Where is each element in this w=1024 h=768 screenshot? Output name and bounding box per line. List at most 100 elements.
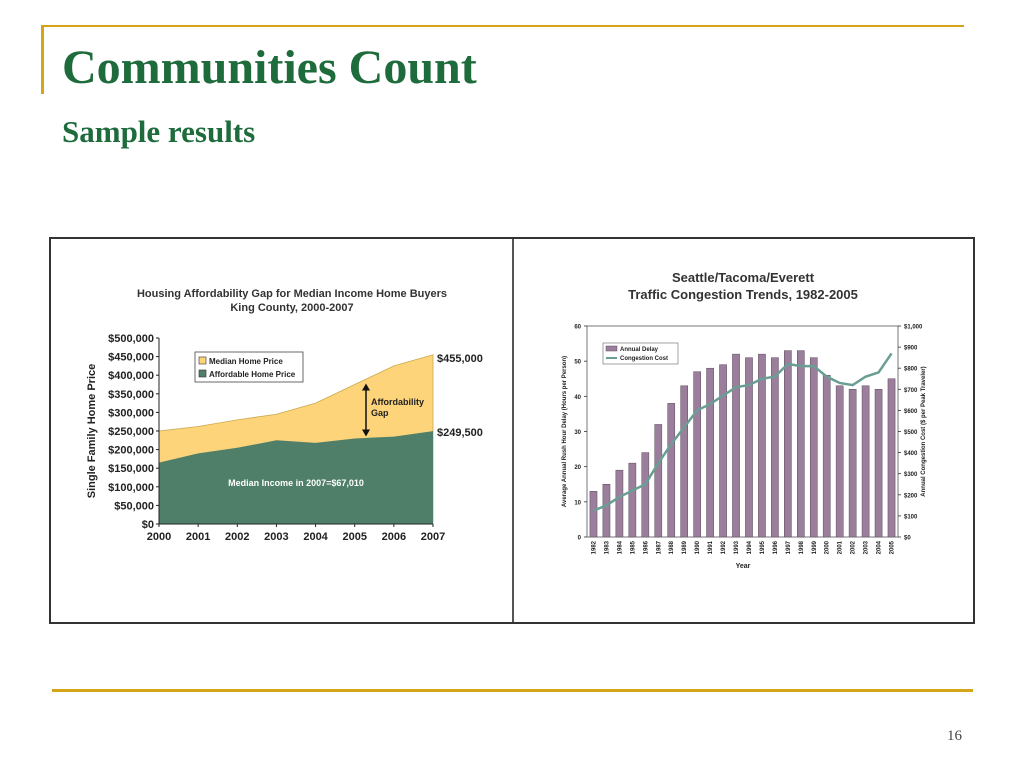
traffic-congestion-chart: Seattle/Tacoma/Everett Traffic Congestion… bbox=[562, 270, 927, 570]
x-tick-label: 2001 bbox=[838, 540, 844, 554]
x-tick-label: 1993 bbox=[734, 540, 740, 554]
y2-tick-label: $500 bbox=[904, 430, 918, 436]
bar-annual-delay bbox=[589, 491, 598, 538]
bar-annual-delay bbox=[745, 357, 753, 538]
x-tick-label: 2004 bbox=[877, 540, 883, 554]
legend-label-affordable: Affordable Home Price bbox=[209, 370, 296, 379]
bar-annual-delay bbox=[796, 350, 805, 538]
gap-label: Affordability bbox=[371, 397, 424, 407]
legend-swatch-median bbox=[198, 356, 207, 365]
x-tick-label: 2005 bbox=[342, 531, 366, 543]
x-tick-label: 1998 bbox=[799, 540, 805, 554]
x-tick-label: 1983 bbox=[604, 540, 610, 554]
y-tick-label: 60 bbox=[574, 325, 581, 331]
y2-tick-label: $100 bbox=[904, 514, 918, 520]
y2-tick-label: $800 bbox=[904, 367, 918, 373]
charts-panel: Housing Affordability Gap for Median Inc… bbox=[49, 237, 975, 624]
x-tick-label: 2006 bbox=[382, 531, 406, 543]
y2-tick-label: $400 bbox=[904, 451, 918, 457]
y-tick-label: 30 bbox=[574, 430, 581, 436]
y2-tick-label: $1,000 bbox=[904, 325, 923, 331]
x-tick-label: 2000 bbox=[825, 540, 831, 554]
y-tick-label: $150,000 bbox=[108, 463, 154, 475]
y-axis-title: Single Family Home Price bbox=[86, 364, 98, 499]
bar-annual-delay bbox=[809, 357, 818, 538]
bar-annual-delay bbox=[641, 452, 650, 538]
y2-tick-label: $900 bbox=[904, 346, 918, 352]
bar-annual-delay bbox=[628, 462, 637, 538]
chart-title: Seattle/Tacoma/Everett bbox=[672, 270, 815, 285]
y2-tick-label: $600 bbox=[904, 409, 918, 415]
x-tick-label: 1987 bbox=[656, 540, 662, 554]
x-tick-label: 1991 bbox=[708, 540, 714, 554]
bar-annual-delay bbox=[654, 424, 663, 538]
chart-subtitle: King County, 2000-2007 bbox=[230, 302, 353, 314]
y2-axis-title: Annual Congestion Cost ($ per Peak Trave… bbox=[921, 366, 927, 496]
y-tick-label: $300,000 bbox=[108, 407, 154, 419]
x-tick-label: 1986 bbox=[643, 540, 649, 554]
legend-box bbox=[194, 351, 304, 383]
y-tick-label: $350,000 bbox=[108, 389, 154, 401]
bar-annual-delay bbox=[822, 374, 831, 538]
y-tick-label: $400,000 bbox=[108, 370, 154, 382]
y-tick-label: 20 bbox=[574, 465, 581, 471]
legend-label-delay: Annual Delay bbox=[620, 347, 659, 353]
x-tick-label: 1994 bbox=[747, 540, 753, 554]
y2-tick-label: $200 bbox=[904, 493, 918, 499]
y-tick-label: $100,000 bbox=[108, 482, 154, 494]
x-tick-label: 2007 bbox=[421, 531, 445, 543]
x-tick-label: 1997 bbox=[786, 540, 792, 554]
y2-tick-label: $0 bbox=[904, 536, 911, 542]
x-tick-label: 1995 bbox=[760, 540, 766, 554]
x-tick-label: 2002 bbox=[851, 540, 857, 554]
y2-tick-label: $300 bbox=[904, 472, 918, 478]
bar-annual-delay bbox=[719, 364, 727, 538]
y2-tick-label: $700 bbox=[904, 388, 918, 394]
bar-annual-delay bbox=[771, 357, 779, 538]
gap-arrow-head-up bbox=[362, 383, 370, 391]
gap-label: Gap bbox=[371, 408, 389, 418]
legend-label-median: Median Home Price bbox=[209, 357, 283, 366]
line-congestion-cost bbox=[593, 352, 893, 512]
x-tick-label: 2005 bbox=[890, 540, 896, 554]
accent-vertical-line bbox=[41, 26, 44, 94]
x-tick-label: 2003 bbox=[864, 540, 870, 554]
bar-annual-delay bbox=[602, 484, 611, 538]
income-note: Median Income in 2007=$67,010 bbox=[228, 478, 364, 488]
bar-annual-delay bbox=[693, 371, 701, 538]
bar-annual-delay bbox=[615, 469, 624, 538]
y-tick-label: $250,000 bbox=[108, 426, 154, 438]
x-tick-label: 1990 bbox=[695, 540, 701, 554]
x-tick-label: 1999 bbox=[812, 540, 818, 554]
y-axis-title: Average Annual Rush Hour Delay (Hours pe… bbox=[562, 356, 568, 507]
x-tick-label: 1982 bbox=[591, 540, 597, 554]
housing-affordability-chart: Housing Affordability Gap for Median Inc… bbox=[86, 288, 483, 543]
x-tick-label: 1992 bbox=[721, 540, 727, 554]
bar-annual-delay bbox=[861, 385, 870, 538]
bar-annual-delay bbox=[887, 378, 896, 538]
bar-annual-delay bbox=[784, 350, 792, 538]
chart-divider bbox=[512, 239, 514, 622]
legend-swatch-delay bbox=[605, 345, 618, 352]
slide-subtitle: Sample results bbox=[62, 114, 256, 149]
x-tick-label: 1996 bbox=[773, 540, 779, 554]
x-tick-label: 1988 bbox=[669, 540, 675, 554]
bar-annual-delay bbox=[758, 353, 766, 538]
accent-top-line bbox=[41, 25, 964, 27]
x-tick-label: 2002 bbox=[225, 531, 249, 543]
area-affordable-home-price bbox=[159, 431, 433, 524]
x-axis-title: Year bbox=[736, 563, 751, 570]
end-value-label-top: $455,000 bbox=[437, 353, 483, 365]
y-tick-label: $450,000 bbox=[108, 352, 154, 364]
bar-annual-delay bbox=[848, 389, 857, 538]
y-tick-label: $200,000 bbox=[108, 445, 154, 457]
end-value-label-bottom: $249,500 bbox=[437, 427, 483, 439]
x-tick-label: 2003 bbox=[264, 531, 288, 543]
gap-arrow-head-down bbox=[362, 429, 370, 437]
y-tick-label: $500,000 bbox=[108, 333, 154, 345]
bar-annual-delay bbox=[706, 367, 714, 538]
bar-annual-delay bbox=[667, 403, 676, 538]
x-tick-label: 1984 bbox=[617, 540, 623, 554]
x-tick-label: 1985 bbox=[630, 540, 636, 554]
bar-annual-delay bbox=[732, 353, 740, 538]
